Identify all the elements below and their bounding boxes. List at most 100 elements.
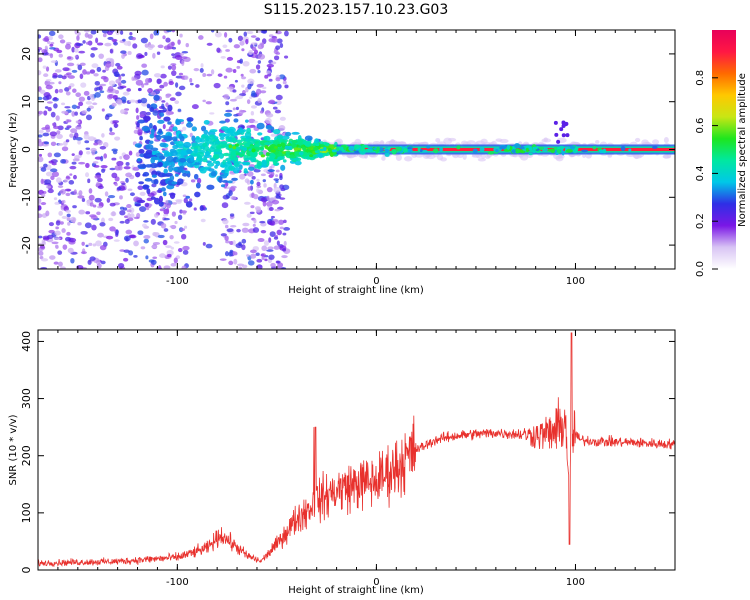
transition-blob bbox=[136, 199, 146, 204]
transition-blob bbox=[137, 87, 142, 92]
noise-speckle bbox=[216, 47, 221, 53]
transition-blob bbox=[139, 136, 143, 141]
noise-speckle bbox=[124, 218, 130, 225]
noise-speckle bbox=[44, 36, 50, 42]
noise-speckle bbox=[90, 47, 98, 51]
transition-blob bbox=[158, 155, 166, 160]
noise-speckle bbox=[221, 202, 229, 209]
noise-speckle bbox=[97, 185, 104, 190]
noise-speckle bbox=[67, 75, 75, 79]
band-blob bbox=[528, 152, 533, 156]
noise-speckle bbox=[53, 237, 61, 241]
noise-speckle bbox=[226, 228, 234, 233]
noise-speckle bbox=[249, 68, 257, 74]
transition-blob bbox=[157, 119, 165, 124]
figure-title: S115.2023.157.10.23.G03 bbox=[264, 2, 449, 18]
transition-blob bbox=[149, 162, 159, 169]
noise-speckle bbox=[127, 212, 131, 218]
noise-speckle bbox=[53, 103, 58, 109]
transition-blob bbox=[183, 141, 192, 148]
noise-speckle bbox=[161, 103, 165, 109]
band-blob bbox=[515, 148, 520, 154]
noise-speckle bbox=[122, 38, 126, 42]
hot-spot bbox=[287, 145, 293, 151]
transition-blob bbox=[272, 128, 281, 135]
noise-speckle bbox=[51, 171, 60, 178]
transition-blob bbox=[204, 137, 213, 144]
noise-speckle bbox=[96, 86, 101, 91]
noise-speckle bbox=[67, 247, 74, 254]
noise-speckle bbox=[196, 177, 202, 184]
noise-speckle bbox=[150, 259, 157, 265]
noise-speckle bbox=[146, 89, 151, 92]
noise-speckle bbox=[181, 60, 185, 66]
noise-speckle bbox=[117, 262, 125, 269]
noise-speckle bbox=[94, 91, 101, 98]
noise-speckle bbox=[88, 188, 93, 194]
haze-speckle bbox=[582, 153, 587, 158]
noise-speckle bbox=[250, 35, 257, 38]
noise-speckle bbox=[54, 88, 59, 94]
noise-speckle bbox=[121, 182, 126, 186]
transition-blob bbox=[157, 161, 163, 167]
noise-speckle bbox=[101, 168, 106, 173]
noise-speckle bbox=[144, 43, 149, 48]
noise-speckle bbox=[53, 261, 59, 265]
noise-speckle bbox=[178, 72, 184, 76]
band-blob bbox=[376, 146, 380, 152]
noise-speckle bbox=[171, 211, 176, 217]
transition-blob bbox=[280, 164, 286, 171]
noise-speckle bbox=[80, 230, 88, 235]
noise-speckle bbox=[189, 78, 193, 83]
transition-blob bbox=[267, 169, 275, 173]
noise-speckle bbox=[129, 99, 137, 103]
noise-speckle bbox=[62, 244, 68, 250]
noise-speckle bbox=[49, 46, 56, 50]
noise-speckle bbox=[228, 251, 234, 257]
noise-speckle bbox=[281, 255, 288, 259]
transition-blob bbox=[142, 171, 150, 177]
noise-speckle bbox=[225, 240, 231, 244]
noise-speckle bbox=[177, 108, 182, 112]
noise-speckle bbox=[99, 83, 107, 87]
transition-blob bbox=[150, 156, 158, 160]
noise-speckle bbox=[229, 98, 237, 102]
noise-speckle bbox=[123, 166, 131, 170]
transition-blob bbox=[151, 174, 157, 178]
transition-blob bbox=[218, 132, 223, 137]
transition-blob bbox=[164, 160, 170, 166]
noise-speckle bbox=[151, 183, 157, 188]
noise-speckle bbox=[283, 219, 287, 224]
noise-speckle bbox=[112, 95, 118, 100]
transition-blob bbox=[227, 180, 233, 184]
transition-blob bbox=[293, 147, 298, 152]
hot-spot bbox=[259, 146, 264, 150]
noise-speckle bbox=[80, 251, 87, 255]
noise-speckle bbox=[137, 230, 144, 236]
noise-speckle bbox=[41, 49, 48, 54]
colorbar-tick-label: 0.0 bbox=[695, 261, 706, 277]
noise-speckle bbox=[250, 249, 257, 254]
band-blob bbox=[343, 146, 347, 150]
transition-blob bbox=[224, 112, 233, 117]
noise-speckle bbox=[107, 36, 114, 41]
noise-speckle bbox=[205, 101, 212, 105]
noise-speckle bbox=[253, 218, 257, 224]
hot-spot bbox=[233, 154, 237, 157]
transition-blob bbox=[166, 184, 175, 190]
spectrogram-ytick-label: 20 bbox=[20, 47, 33, 61]
noise-speckle bbox=[256, 181, 261, 187]
noise-speckle bbox=[51, 241, 59, 245]
transition-blob bbox=[153, 94, 160, 101]
transition-blob bbox=[223, 172, 229, 177]
colorbar-tick-label: 0.2 bbox=[695, 213, 706, 229]
noise-speckle bbox=[114, 136, 121, 141]
transition-blob bbox=[190, 153, 198, 157]
noise-speckle bbox=[282, 80, 287, 85]
noise-speckle bbox=[181, 265, 187, 269]
noise-speckle bbox=[251, 46, 257, 52]
noise-speckle bbox=[47, 107, 52, 112]
transition-blob bbox=[178, 133, 183, 140]
noise-speckle bbox=[97, 232, 104, 238]
